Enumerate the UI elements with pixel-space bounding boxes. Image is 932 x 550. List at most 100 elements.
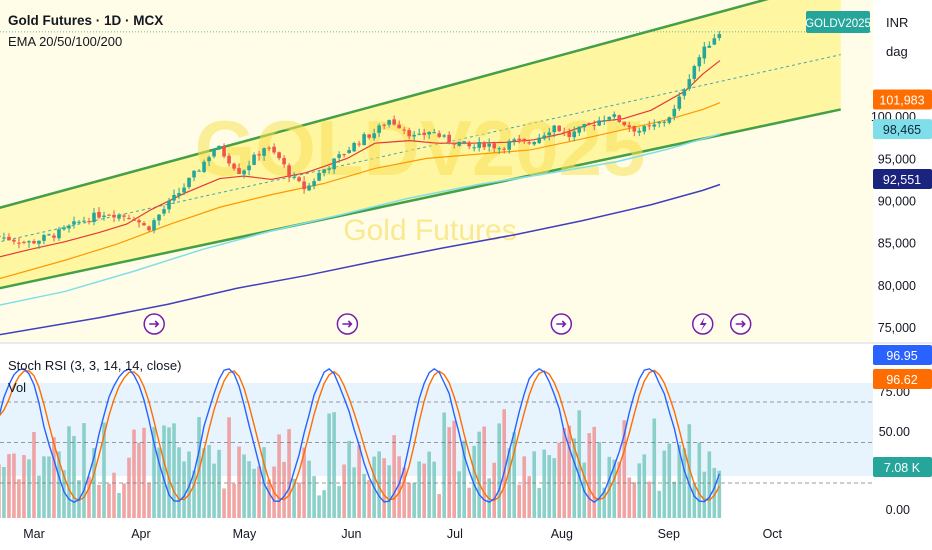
volume-bar (542, 449, 547, 518)
volume-bar (707, 451, 712, 518)
volume-bar (462, 440, 466, 518)
candle-body (2, 237, 6, 239)
event-marker-icon[interactable] (336, 313, 359, 335)
stoch-d-line (0, 369, 720, 502)
candle (682, 87, 687, 100)
lower-badge-label: 96.62 (886, 373, 917, 387)
volume-bar (117, 493, 121, 518)
candle-body (97, 212, 101, 218)
candle-body (222, 146, 226, 157)
event-marker-icon[interactable] (550, 313, 573, 335)
volume-bar (122, 483, 126, 518)
chart-title[interactable]: Gold Futures · 1D · MCX (8, 13, 163, 28)
candle (257, 150, 261, 161)
candle-body (582, 124, 587, 128)
lower-badge: 96.95 (873, 345, 932, 365)
candle-body (617, 115, 622, 122)
candle-body (282, 158, 286, 165)
candle (712, 34, 717, 46)
candle-body (677, 96, 682, 109)
candle-body (262, 148, 266, 156)
candle (427, 131, 431, 139)
candle-body (397, 124, 401, 129)
candle-body (102, 215, 106, 218)
candle (82, 216, 86, 223)
volume-bar (552, 458, 557, 518)
candle-body (707, 45, 712, 48)
candle (137, 218, 141, 228)
event-marker-icon[interactable] (729, 313, 752, 335)
volume-bar (667, 443, 672, 518)
candle (277, 151, 281, 161)
volume-bar (227, 417, 231, 518)
candle-body (157, 214, 161, 221)
unit-label[interactable]: dag (886, 44, 908, 59)
candle-body (237, 168, 241, 174)
ema-legend[interactable]: EMA 20/50/100/200 (8, 34, 122, 49)
candle (577, 126, 582, 137)
candle (172, 189, 176, 205)
candle (87, 217, 91, 225)
candle (127, 214, 131, 220)
candle-body (62, 227, 66, 230)
volume-bar (127, 457, 131, 518)
candle (92, 207, 96, 226)
event-marker-icon[interactable] (143, 313, 165, 335)
candle (492, 141, 496, 153)
price-tick-label: 90,000 (878, 195, 916, 209)
vol-legend[interactable]: Vol (8, 380, 26, 395)
candle-body (692, 66, 697, 79)
lower-badge-bg (873, 457, 932, 477)
volume-bar (97, 484, 101, 518)
time-axis-labels[interactable]: Mar Apr May Jun Jul Aug Sep Oct (23, 527, 782, 541)
candle-body (287, 165, 291, 177)
candle-body (572, 131, 577, 138)
volume-bar (57, 451, 61, 518)
candle-body (122, 215, 126, 217)
dividend-marker-icon[interactable] (692, 313, 714, 335)
time-label: Sep (658, 527, 680, 541)
currency-label[interactable]: INR (886, 15, 908, 30)
candle (307, 182, 311, 192)
candle (532, 141, 537, 146)
candle (402, 127, 406, 135)
volume-bar (432, 461, 436, 518)
symbol-badge[interactable]: GOLDV2025 (805, 11, 871, 33)
volume-bar (67, 426, 71, 518)
candle-body (212, 149, 216, 157)
candle (187, 177, 191, 190)
volume-bar (572, 438, 577, 518)
volume-bar (392, 435, 396, 518)
stoch-legend[interactable]: Stoch RSI (3, 3, 14, 14, close) (8, 358, 181, 373)
candle (637, 127, 642, 137)
volume-bar (357, 445, 361, 518)
price-badge: 101,983 (873, 89, 932, 110)
candle (537, 133, 542, 144)
candle (287, 163, 291, 183)
candle-body (387, 120, 391, 125)
volume-bar (697, 442, 702, 518)
time-axis-bg[interactable] (0, 518, 932, 550)
volume-bar (322, 490, 326, 518)
volume-bar (437, 494, 441, 518)
volume-bar (677, 444, 682, 518)
candle (12, 238, 16, 245)
candle-body (337, 154, 341, 158)
candle (342, 153, 346, 158)
candle (242, 169, 246, 179)
volume-bars[interactable] (0, 409, 722, 518)
stoch-rsi-lines[interactable] (0, 367, 720, 504)
volume-bar (317, 495, 321, 518)
volume-bar (622, 420, 627, 518)
candle-body (312, 181, 316, 187)
candle-body (307, 185, 311, 191)
event-markers[interactable] (143, 313, 752, 335)
candlestick-series[interactable] (0, 31, 722, 249)
volume-bar (212, 463, 216, 518)
volume-bar (282, 461, 286, 518)
candle-body (12, 239, 16, 242)
candle-body (477, 142, 481, 148)
ema-lines[interactable] (0, 60, 721, 336)
candle-body (372, 133, 376, 139)
volume-bar (27, 459, 31, 518)
